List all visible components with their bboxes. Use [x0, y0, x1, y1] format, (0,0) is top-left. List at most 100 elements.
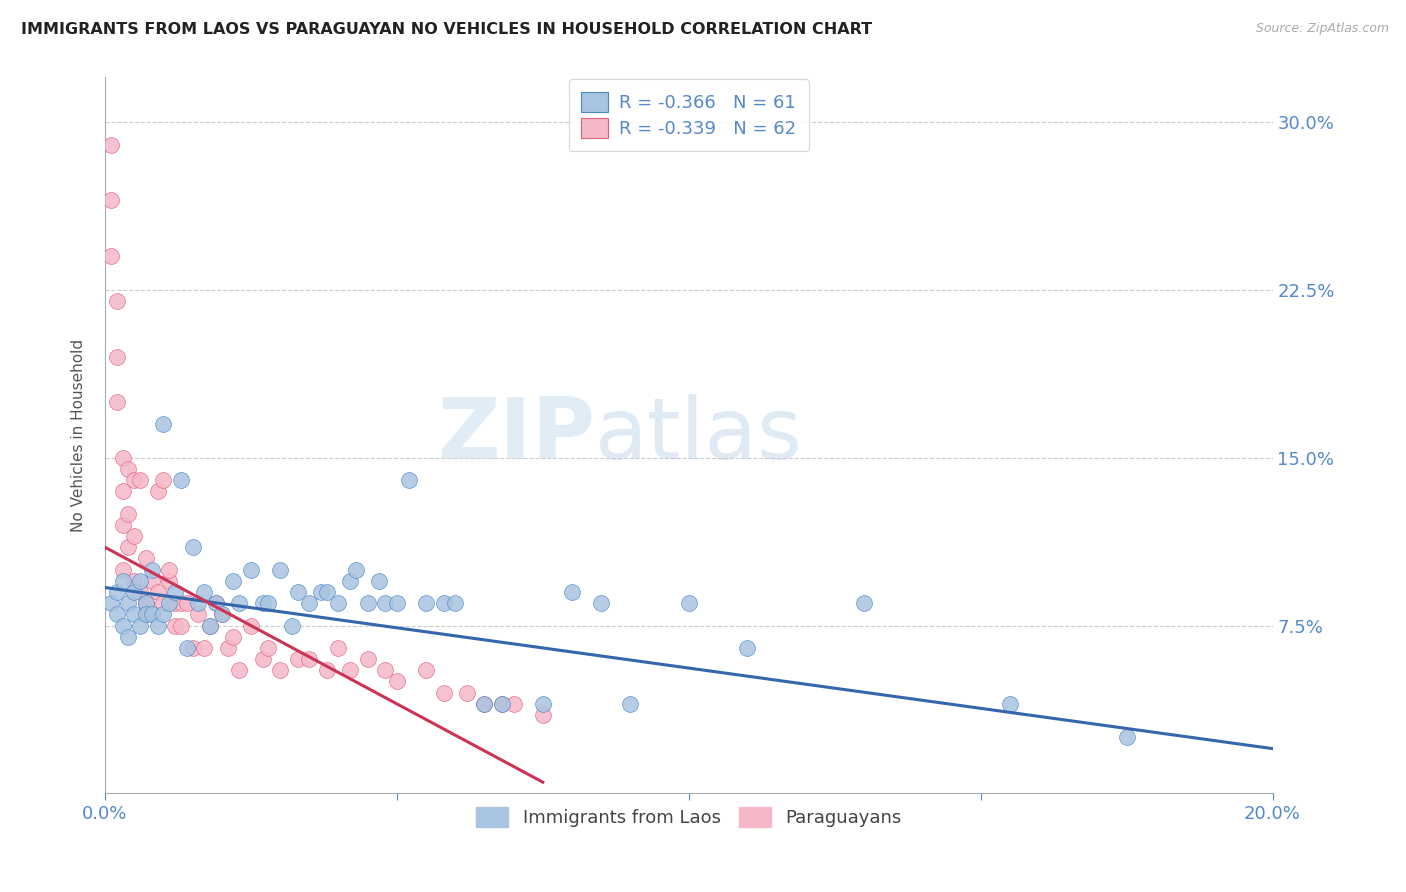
- Point: [181, 541, 204, 555]
- Point: [281, 618, 304, 632]
- Point: [170, 473, 193, 487]
- Point: [531, 708, 554, 723]
- Point: [368, 574, 391, 588]
- Point: [141, 574, 163, 588]
- Point: [678, 596, 700, 610]
- Point: [998, 697, 1021, 711]
- Point: [100, 137, 122, 152]
- Point: [591, 596, 613, 610]
- Point: [122, 473, 145, 487]
- Point: [105, 294, 128, 309]
- Point: [111, 574, 134, 588]
- Point: [111, 450, 134, 465]
- Point: [157, 563, 180, 577]
- Point: [187, 607, 209, 622]
- Point: [385, 674, 408, 689]
- Point: [491, 697, 513, 711]
- Point: [385, 596, 408, 610]
- Point: [111, 484, 134, 499]
- Point: [198, 618, 221, 632]
- Point: [129, 473, 152, 487]
- Point: [252, 596, 274, 610]
- Text: atlas: atlas: [595, 394, 803, 477]
- Y-axis label: No Vehicles in Household: No Vehicles in Household: [72, 339, 86, 532]
- Point: [444, 596, 467, 610]
- Point: [117, 596, 139, 610]
- Point: [100, 596, 122, 610]
- Point: [328, 640, 350, 655]
- Point: [152, 473, 174, 487]
- Point: [111, 618, 134, 632]
- Point: [298, 596, 321, 610]
- Point: [298, 652, 321, 666]
- Point: [287, 652, 309, 666]
- Point: [193, 640, 215, 655]
- Point: [152, 417, 174, 432]
- Point: [852, 596, 875, 610]
- Point: [269, 563, 291, 577]
- Point: [415, 663, 437, 677]
- Point: [205, 596, 228, 610]
- Point: [531, 697, 554, 711]
- Point: [315, 663, 337, 677]
- Point: [619, 697, 641, 711]
- Point: [252, 652, 274, 666]
- Point: [328, 596, 350, 610]
- Point: [122, 585, 145, 599]
- Point: [111, 563, 134, 577]
- Point: [146, 585, 169, 599]
- Point: [117, 507, 139, 521]
- Point: [357, 596, 380, 610]
- Point: [170, 596, 193, 610]
- Point: [111, 517, 134, 532]
- Point: [432, 596, 454, 610]
- Point: [157, 574, 180, 588]
- Point: [456, 686, 478, 700]
- Point: [135, 596, 157, 610]
- Point: [432, 686, 454, 700]
- Point: [100, 194, 122, 208]
- Point: [129, 618, 152, 632]
- Point: [374, 663, 396, 677]
- Point: [339, 574, 361, 588]
- Point: [170, 618, 193, 632]
- Point: [146, 484, 169, 499]
- Point: [228, 596, 250, 610]
- Point: [187, 596, 209, 610]
- Point: [239, 618, 262, 632]
- Point: [222, 574, 245, 588]
- Point: [117, 541, 139, 555]
- Point: [398, 473, 420, 487]
- Point: [205, 596, 228, 610]
- Point: [211, 607, 233, 622]
- Text: ZIP: ZIP: [437, 394, 595, 477]
- Point: [339, 663, 361, 677]
- Point: [129, 585, 152, 599]
- Point: [117, 630, 139, 644]
- Point: [105, 350, 128, 364]
- Point: [135, 607, 157, 622]
- Point: [141, 563, 163, 577]
- Point: [344, 563, 367, 577]
- Point: [1115, 731, 1137, 745]
- Point: [135, 607, 157, 622]
- Point: [176, 596, 198, 610]
- Point: [122, 607, 145, 622]
- Point: [105, 394, 128, 409]
- Point: [474, 697, 496, 711]
- Point: [257, 596, 280, 610]
- Point: [152, 596, 174, 610]
- Point: [163, 618, 186, 632]
- Point: [135, 551, 157, 566]
- Point: [315, 585, 337, 599]
- Point: [122, 529, 145, 543]
- Point: [287, 585, 309, 599]
- Point: [198, 618, 221, 632]
- Point: [100, 249, 122, 263]
- Point: [222, 630, 245, 644]
- Point: [239, 563, 262, 577]
- Point: [129, 574, 152, 588]
- Point: [163, 585, 186, 599]
- Text: IMMIGRANTS FROM LAOS VS PARAGUAYAN NO VEHICLES IN HOUSEHOLD CORRELATION CHART: IMMIGRANTS FROM LAOS VS PARAGUAYAN NO VE…: [21, 22, 872, 37]
- Point: [309, 585, 332, 599]
